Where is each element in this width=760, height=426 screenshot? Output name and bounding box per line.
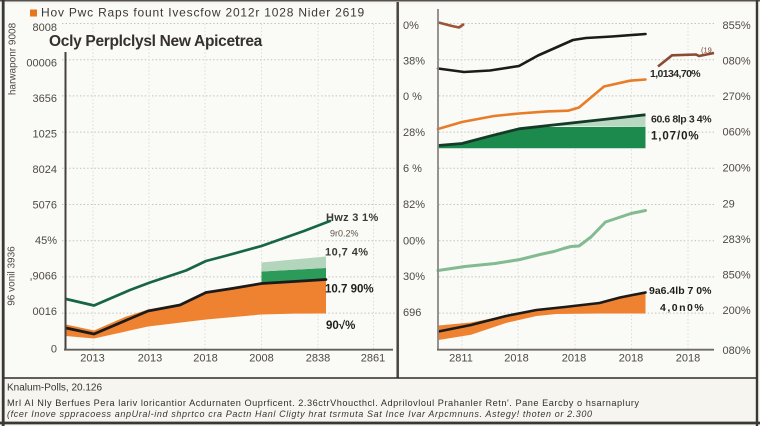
svg-text:Hwz 3 1%: Hwz 3 1%: [326, 212, 379, 224]
svg-text:10,7 4%: 10,7 4%: [325, 247, 369, 259]
svg-text:3656: 3656: [33, 93, 57, 105]
svg-text:5076: 5076: [33, 200, 57, 212]
svg-text:2013: 2013: [80, 353, 104, 365]
svg-text:2008: 2008: [249, 353, 273, 365]
svg-text:MrI AI Nly Berfues Pera lariv: MrI AI Nly Berfues Pera lariv loricantio…: [7, 398, 640, 408]
svg-text:29: 29: [723, 199, 735, 211]
svg-text:0: 0: [51, 344, 57, 356]
svg-text:283%: 283%: [723, 234, 751, 246]
svg-text:080%: 080%: [723, 345, 751, 357]
svg-text:Hov Pwc Raps fount Ivescfow 20: Hov Pwc Raps fount Ivescfow 2012r 1028 N…: [41, 6, 365, 20]
svg-text:,9066: ,9066: [29, 271, 57, 283]
svg-text:850%: 850%: [723, 270, 751, 282]
svg-text:2018: 2018: [504, 353, 528, 365]
svg-text:10.7 90%: 10.7 90%: [325, 284, 374, 296]
svg-text:8008: 8008: [33, 22, 57, 34]
svg-text:00%: 00%: [403, 236, 425, 248]
svg-text:(19,: (19,: [701, 46, 714, 55]
svg-text:2018: 2018: [676, 353, 700, 365]
svg-text:8024: 8024: [33, 164, 57, 176]
svg-text:1025: 1025: [33, 129, 57, 141]
svg-text:Knalum-Polls, 20.126: Knalum-Polls, 20.126: [7, 383, 102, 394]
svg-text:Ocly Perplclysl New Apicetrea: Ocly Perplclysl New Apicetrea: [49, 33, 263, 50]
svg-text:060%: 060%: [723, 127, 751, 139]
svg-text:60.6 8lp 3 4%: 60.6 8lp 3 4%: [651, 114, 712, 126]
svg-text:2811: 2811: [449, 353, 473, 365]
svg-text:4,0n0%: 4,0n0%: [660, 302, 705, 314]
svg-text:1,0134,70%: 1,0134,70%: [650, 68, 701, 80]
svg-text:0 %: 0 %: [403, 91, 422, 103]
svg-text:9r0.2%: 9r0.2%: [330, 229, 359, 239]
svg-text:90√%: 90√%: [326, 319, 355, 332]
svg-text:6 %: 6 %: [403, 163, 422, 175]
svg-text:82%: 82%: [403, 199, 425, 211]
svg-text:96 vonil 3936: 96 vonil 3936: [7, 246, 18, 306]
svg-text:45%: 45%: [35, 235, 57, 247]
svg-text:2013: 2013: [138, 353, 162, 365]
svg-text:2018: 2018: [619, 353, 643, 365]
svg-text:2838: 2838: [306, 353, 330, 365]
svg-text:696: 696: [403, 307, 421, 319]
svg-text:1,07/0%: 1,07/0%: [651, 131, 700, 143]
svg-text:30%: 30%: [403, 271, 425, 283]
svg-text:200%: 200%: [723, 305, 751, 317]
svg-text:00006: 00006: [26, 58, 57, 70]
svg-text:0%: 0%: [403, 20, 419, 32]
svg-text:2018: 2018: [193, 353, 217, 365]
svg-text:harwaponr 9008: harwaponr 9008: [8, 22, 19, 95]
svg-text:200%: 200%: [723, 163, 751, 175]
svg-text:2861: 2861: [361, 353, 385, 365]
svg-text:38%: 38%: [403, 56, 425, 68]
svg-text:2018: 2018: [562, 353, 586, 365]
svg-text:855%: 855%: [723, 20, 751, 32]
svg-text:9a6.4lb 7 0%: 9a6.4lb 7 0%: [649, 285, 712, 297]
svg-text:270%: 270%: [723, 91, 751, 103]
svg-text:(fcer Inove sppracoess anpUral: (fcer Inove sppracoess anpUral-ind shprt…: [7, 409, 593, 419]
svg-text:080%: 080%: [723, 56, 751, 68]
svg-text:28%: 28%: [403, 127, 425, 139]
svg-text:0016: 0016: [33, 306, 57, 318]
